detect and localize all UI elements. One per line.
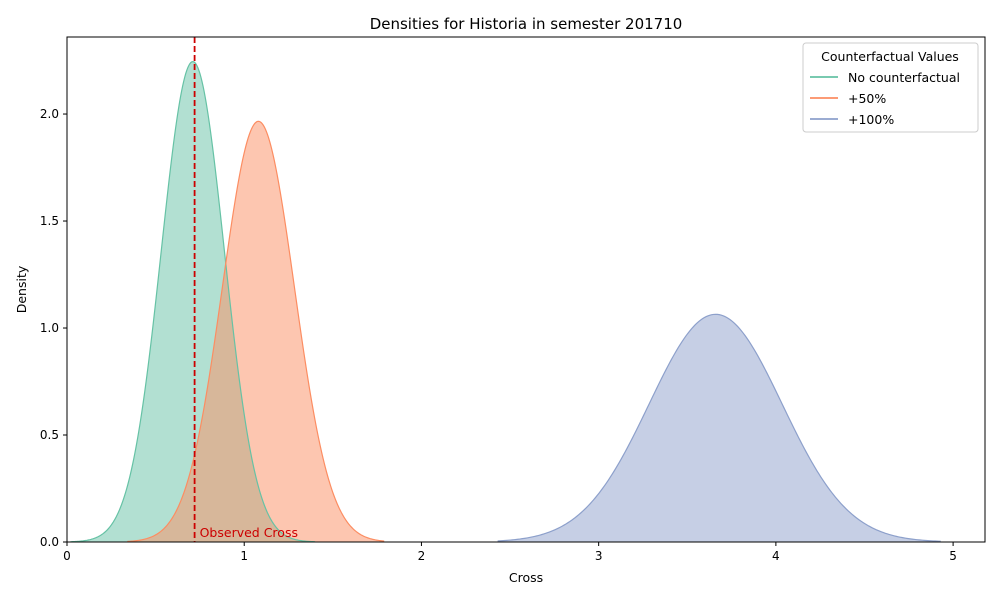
x-tick-label: 4 [772,549,780,563]
density-areas [70,61,941,543]
y-axis-label: Density [14,265,29,313]
legend-label: +100% [848,112,894,127]
density-area-0 [70,61,316,543]
density-area-1 [127,121,385,542]
legend-title: Counterfactual Values [821,49,959,64]
x-tick-label: 0 [63,549,71,563]
y-axis-ticks: 0.0 0.5 1.0 1.5 2.0 [40,107,67,549]
x-tick-label: 2 [418,549,426,563]
y-tick-label: 0.0 [40,535,59,549]
y-tick-label: 0.5 [40,428,59,442]
x-tick-label: 1 [240,549,248,563]
observed-cross-label: Observed Cross [200,525,298,540]
y-tick-label: 1.5 [40,214,59,228]
legend-label: +50% [848,91,886,106]
y-tick-label: 2.0 [40,107,59,121]
x-axis-ticks: 0 1 2 3 4 5 [63,542,957,563]
density-line-1 [127,120,385,543]
legend: Counterfactual Values No counterfactual +… [802,42,979,133]
plot-frame [66,36,986,543]
density-line-2 [497,313,941,542]
x-tick-label: 5 [949,549,957,563]
legend-label: No counterfactual [848,70,960,85]
legend-box [802,42,979,133]
x-axis-label: Cross [509,570,543,585]
y-tick-label: 1.0 [40,321,59,335]
density-lines [70,60,941,543]
legend-items: No counterfactual +50% +100% [810,70,960,127]
x-tick-label: 3 [595,549,603,563]
density-area-2 [497,314,941,542]
chart-title: Densities for Historia in semester 20171… [370,15,683,33]
density-line-0 [70,60,316,543]
